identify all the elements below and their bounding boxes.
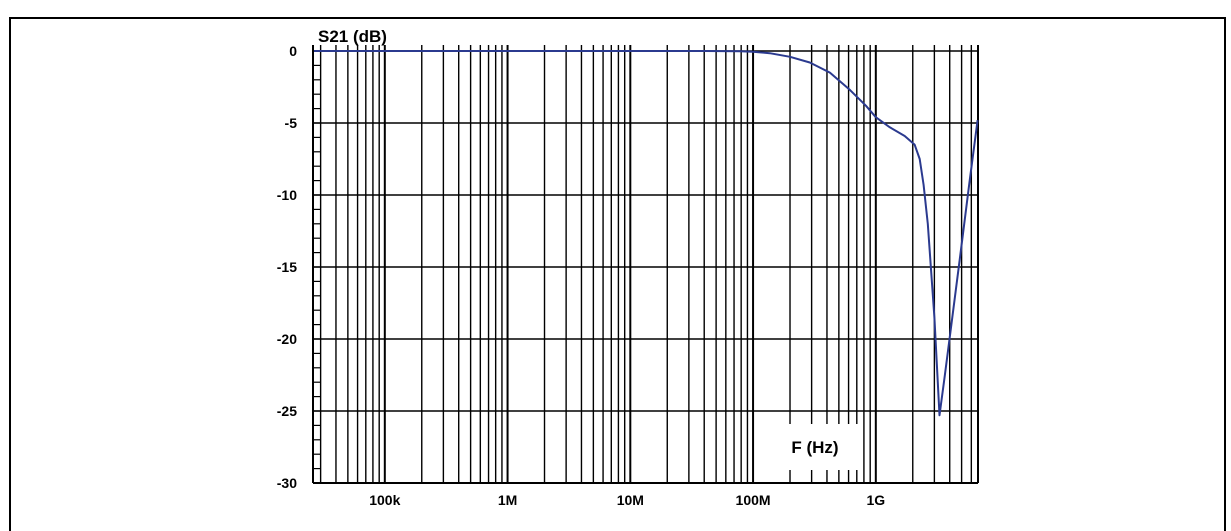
x-axis-label: F (Hz) — [791, 438, 838, 457]
y-tick-label: -25 — [277, 403, 297, 419]
tick-labels: 100k 1M 10M 100M 1G 0 -5 -10 -15 -20 -25 -30 — [277, 43, 885, 508]
y-tick-label: -30 — [277, 475, 297, 491]
figure-frame — [9, 17, 1226, 531]
y-tick-label: -10 — [277, 187, 297, 203]
axes — [312, 45, 979, 484]
y-tick-label: -5 — [285, 115, 298, 131]
x-tick-label: 1G — [866, 492, 885, 508]
x-tick-label: 10M — [617, 492, 644, 508]
series — [314, 50, 979, 417]
series-line — [314, 50, 979, 417]
y-axis-label: S21 (dB) — [318, 27, 387, 46]
x-tick-label: 1M — [498, 492, 517, 508]
x-tick-label: 100M — [736, 492, 771, 508]
x-axis-label-box — [758, 424, 861, 470]
grid — [313, 45, 978, 484]
y-tick-label: 0 — [289, 43, 297, 59]
y-tick-label: -20 — [277, 331, 297, 347]
x-tick-label: 100k — [369, 492, 400, 508]
y-tick-label: -15 — [277, 259, 297, 275]
